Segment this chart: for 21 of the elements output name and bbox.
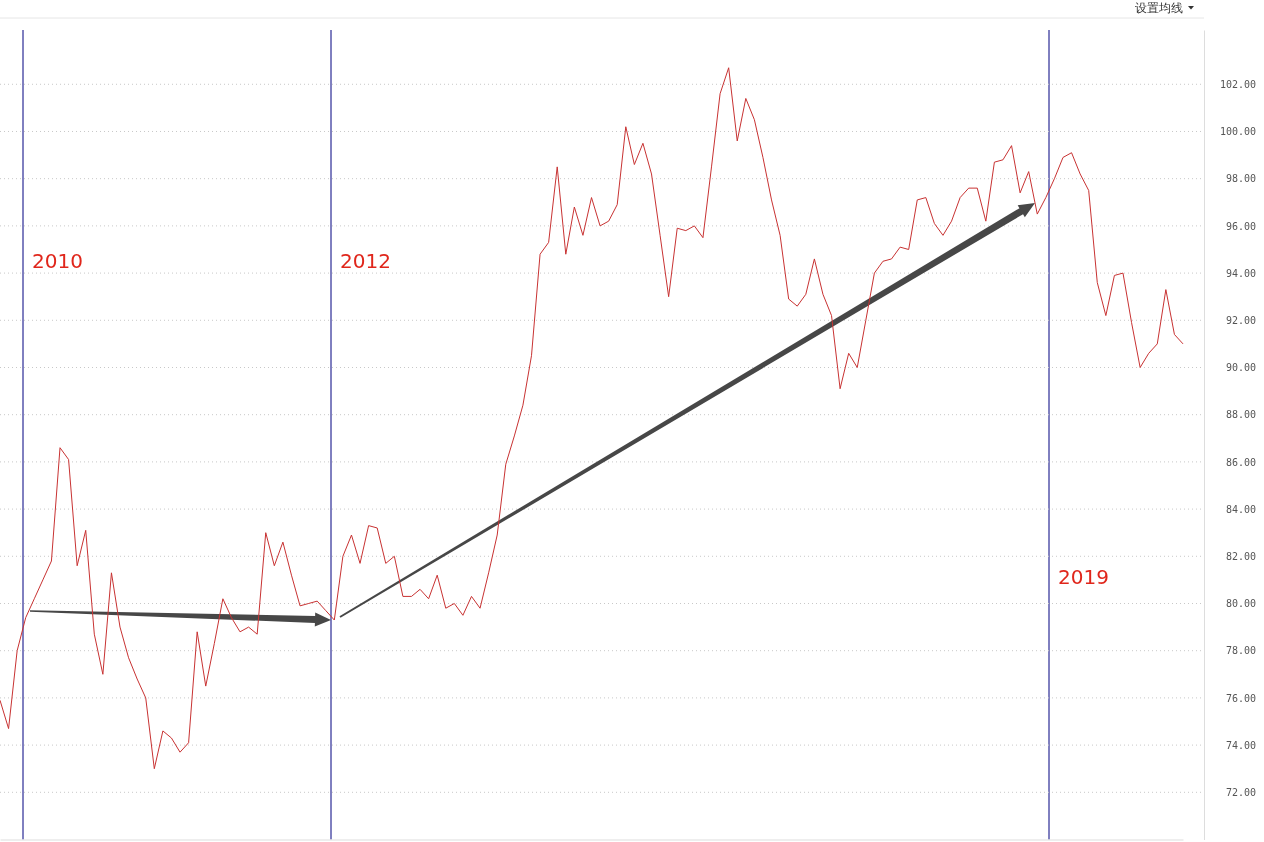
- y-tick-label: 80.00: [1225, 598, 1256, 610]
- annotation: 2012: [340, 249, 391, 273]
- annotation: 2019: [1058, 565, 1109, 589]
- y-tick-label: 88.00: [1225, 409, 1256, 421]
- y-tick-label: 100.00: [1219, 126, 1256, 138]
- y-tick-label: 90.00: [1225, 362, 1256, 374]
- y-tick-label: 76.00: [1225, 692, 1256, 704]
- y-tick-label: 84.00: [1225, 503, 1256, 515]
- y-tick-label: 82.00: [1225, 550, 1256, 562]
- line-series: [0, 67, 1184, 770]
- y-tick-label: 92.00: [1225, 314, 1256, 326]
- y-tick-label: 72.00: [1225, 787, 1256, 798]
- y-tick-label: 86.00: [1225, 456, 1256, 468]
- y-tick-label: 102.00: [1219, 78, 1256, 90]
- annotation: 2010: [32, 249, 83, 273]
- y-tick-label: 96.00: [1225, 220, 1256, 232]
- y-tick-label: 94.00: [1225, 267, 1256, 279]
- y-tick-label: 98.00: [1225, 173, 1256, 185]
- y-tick-label: 74.00: [1225, 739, 1256, 751]
- dropdown-button: 设置均线: [1135, 1, 1194, 15]
- y-tick-label: 78.00: [1225, 645, 1256, 657]
